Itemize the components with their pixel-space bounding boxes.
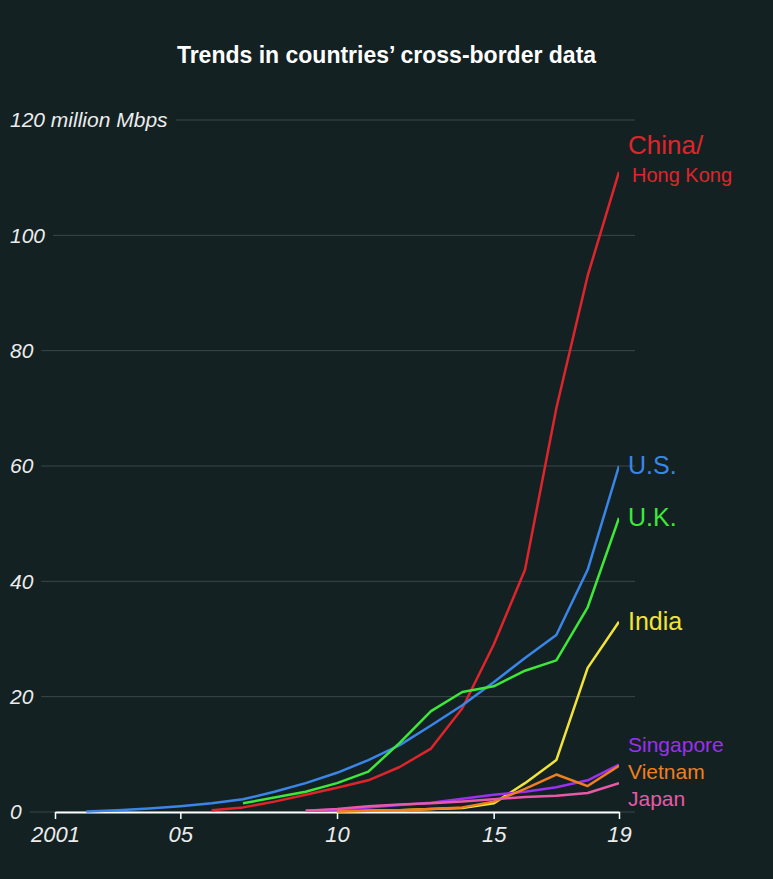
- y-tick: 100: [10, 224, 45, 247]
- y-tick-label: 20: [9, 685, 34, 708]
- series-label: China/Hong Kong: [628, 130, 732, 186]
- grid-line: [41, 350, 635, 351]
- x-tick-label: 15: [482, 822, 507, 847]
- x-tick-label: 05: [169, 822, 194, 847]
- grid-line: [53, 235, 635, 236]
- x-tick: 2001: [30, 812, 80, 847]
- y-tick: 0: [10, 800, 22, 823]
- y-tick-label: 40: [10, 570, 34, 593]
- x-tick-label: 10: [325, 822, 350, 847]
- y-tick-label: 0: [10, 800, 22, 823]
- x-tick: 19: [607, 812, 631, 847]
- series-label: Japan: [628, 787, 685, 810]
- x-tick-label: 2001: [30, 822, 80, 847]
- grid-line: [176, 120, 635, 121]
- x-axis: 2001 05 10 15 19: [30, 812, 632, 847]
- x-tick-label: 19: [607, 822, 631, 847]
- y-tick-label: 80: [10, 339, 34, 362]
- y-tick: 80: [10, 339, 34, 362]
- y-tick: 40: [10, 570, 34, 593]
- x-tick-mark: [493, 812, 495, 819]
- y-tick: 120 million Mbps: [10, 108, 168, 131]
- series-line: [306, 783, 619, 811]
- grid-line: [30, 812, 635, 813]
- x-tick: 10: [325, 812, 350, 847]
- series-label: Vietnam: [628, 760, 705, 783]
- chart-svg: Trends in countries’ cross-border data02…: [0, 0, 773, 879]
- x-tick: 15: [482, 812, 507, 847]
- title: Trends in countries’ cross-border data: [177, 42, 596, 68]
- series-label: India: [628, 607, 682, 635]
- series-line: [212, 172, 619, 810]
- x-tick-mark: [337, 812, 339, 819]
- series-label: Singapore: [628, 733, 724, 756]
- background: [0, 0, 773, 879]
- series-line: [337, 622, 619, 812]
- x-tick: 05: [169, 812, 194, 847]
- y-tick-label: 60: [10, 454, 34, 477]
- y-tick: 20: [9, 685, 34, 708]
- series-line: [306, 765, 619, 811]
- y-tick-label: 100: [10, 224, 45, 247]
- y-tick-label: 120 million Mbps: [10, 108, 168, 131]
- grid-line: [41, 696, 635, 697]
- series-line: [86, 466, 619, 811]
- plot-lines: [86, 172, 619, 812]
- series-line: [243, 518, 619, 803]
- x-tick-mark: [55, 812, 57, 819]
- x-tick-mark: [619, 812, 621, 819]
- series-label: U.K.: [628, 503, 677, 531]
- y-tick: 60: [10, 454, 34, 477]
- chart-container: Trends in countries’ cross-border data02…: [0, 0, 773, 879]
- grid-line: [41, 581, 635, 582]
- series-label: U.S.: [628, 451, 677, 479]
- grid: [30, 120, 635, 812]
- x-tick-mark: [180, 812, 182, 819]
